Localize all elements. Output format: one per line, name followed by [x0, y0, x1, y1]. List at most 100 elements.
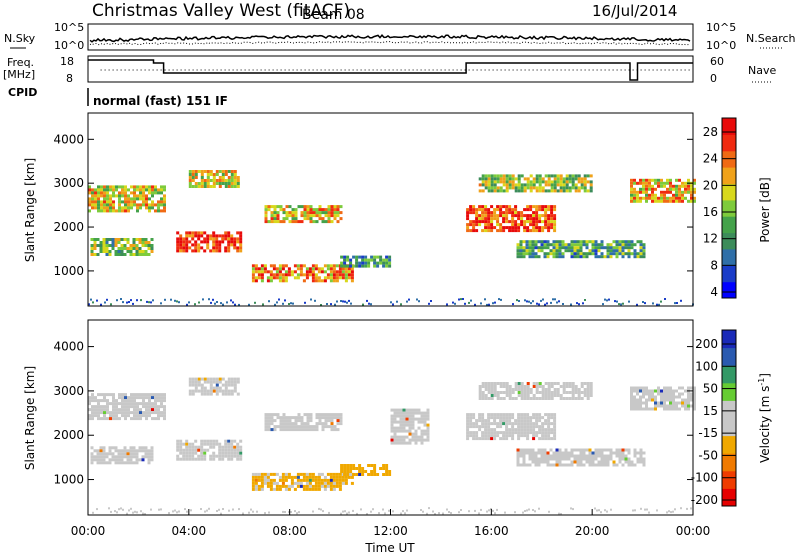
echo-cell [330, 211, 334, 215]
echo-cell [260, 481, 264, 485]
echo-cell [269, 478, 273, 482]
echo-cell [648, 392, 651, 396]
echo-cell [323, 478, 327, 482]
echo-cell [102, 238, 106, 241]
echo-cell [102, 247, 106, 250]
echo-cell [633, 249, 637, 253]
echo-cell [100, 393, 103, 397]
ground-scatter-cell [274, 303, 276, 306]
echo-cell [279, 416, 283, 420]
echo-cell [112, 414, 115, 418]
ground-scatter-cell [174, 299, 176, 302]
ground-scatter-cell [208, 298, 210, 301]
echo-cell [154, 402, 157, 406]
echo-cell [299, 484, 303, 488]
echo-cell [606, 457, 610, 461]
echo-cell [541, 229, 545, 233]
echo-cell [106, 194, 109, 198]
echo-cell [511, 223, 515, 227]
echo-cell [139, 185, 142, 189]
echo-cell [330, 208, 334, 212]
echo-cell [487, 211, 491, 215]
echo-cell [645, 193, 648, 197]
echo-cell [145, 194, 148, 198]
echo-cell [100, 185, 103, 189]
echo-cell [639, 448, 643, 452]
ground-scatter-cell [438, 512, 440, 515]
echo-cell [136, 414, 139, 418]
ground-scatter-cell [214, 302, 216, 305]
echo-cell [478, 223, 482, 227]
echo-cell [251, 484, 255, 488]
echo-cell [102, 452, 106, 456]
echo-cell [288, 428, 292, 432]
echo-cell [502, 431, 506, 435]
echo-cell [553, 388, 557, 391]
echo-cell [636, 389, 639, 393]
echo-cell [537, 460, 541, 464]
echo-cell [266, 484, 270, 488]
echo-cell [294, 425, 298, 429]
echo-cell [317, 475, 321, 479]
echo-cell [529, 183, 533, 187]
plot-title: Christmas Valley West (fitACF) [92, 1, 350, 21]
echo-cell [675, 178, 678, 182]
ground-scatter-cell [658, 303, 660, 306]
echo-cell [499, 437, 503, 441]
echo-cell [478, 388, 482, 391]
echo-cell [90, 461, 94, 465]
echo-cell [511, 437, 515, 441]
echo-cell [583, 391, 587, 394]
echo-cell [589, 180, 593, 184]
echo-cell [517, 437, 521, 441]
echo-cell [582, 454, 586, 458]
echo-cell [609, 457, 613, 461]
echo-cell [200, 442, 204, 446]
echo-cell [124, 402, 127, 406]
echo-cell [534, 243, 538, 247]
echo-cell [648, 193, 651, 197]
echo-cell [115, 402, 118, 406]
echo-cell [296, 481, 300, 485]
echo-cell [693, 196, 696, 200]
echo-cell [511, 229, 515, 233]
echo-cell [236, 249, 240, 253]
echo-cell [145, 396, 148, 400]
echo-cell [138, 446, 142, 450]
echo-cell [663, 407, 666, 411]
echo-cell [284, 478, 288, 482]
echo-cell [315, 416, 319, 420]
echo-cell [327, 205, 331, 209]
echo-cell [100, 399, 103, 403]
echo-cell [522, 448, 526, 452]
echo-cell [279, 419, 283, 423]
echo-cell [693, 190, 696, 194]
echo-cell [532, 382, 536, 385]
ground-scatter-cell [530, 302, 532, 305]
echo-cell [630, 184, 633, 188]
echo-cell [558, 249, 562, 253]
echo-cell [212, 377, 216, 381]
ground-scatter-cell [504, 511, 506, 514]
echo-cell [552, 243, 556, 247]
echo-cell [333, 205, 337, 209]
echo-cell [490, 391, 494, 394]
echo-cell [191, 231, 195, 235]
echo-cell [639, 243, 643, 247]
ground-scatter-cell [304, 301, 306, 304]
echo-cell [532, 211, 536, 215]
echo-cell [535, 425, 539, 429]
echo-cell [303, 214, 307, 218]
echo-cell [145, 411, 148, 415]
echo-cell [570, 240, 574, 244]
echo-cell [97, 185, 100, 189]
echo-cell [121, 191, 124, 195]
echo-cell [200, 392, 204, 396]
echo-cell [594, 240, 598, 244]
echo-cell [531, 454, 535, 458]
echo-cell [666, 407, 669, 411]
echo-cell [639, 199, 642, 203]
echo-cell [130, 393, 133, 397]
echo-cell [478, 419, 482, 423]
echo-cell [535, 214, 539, 218]
